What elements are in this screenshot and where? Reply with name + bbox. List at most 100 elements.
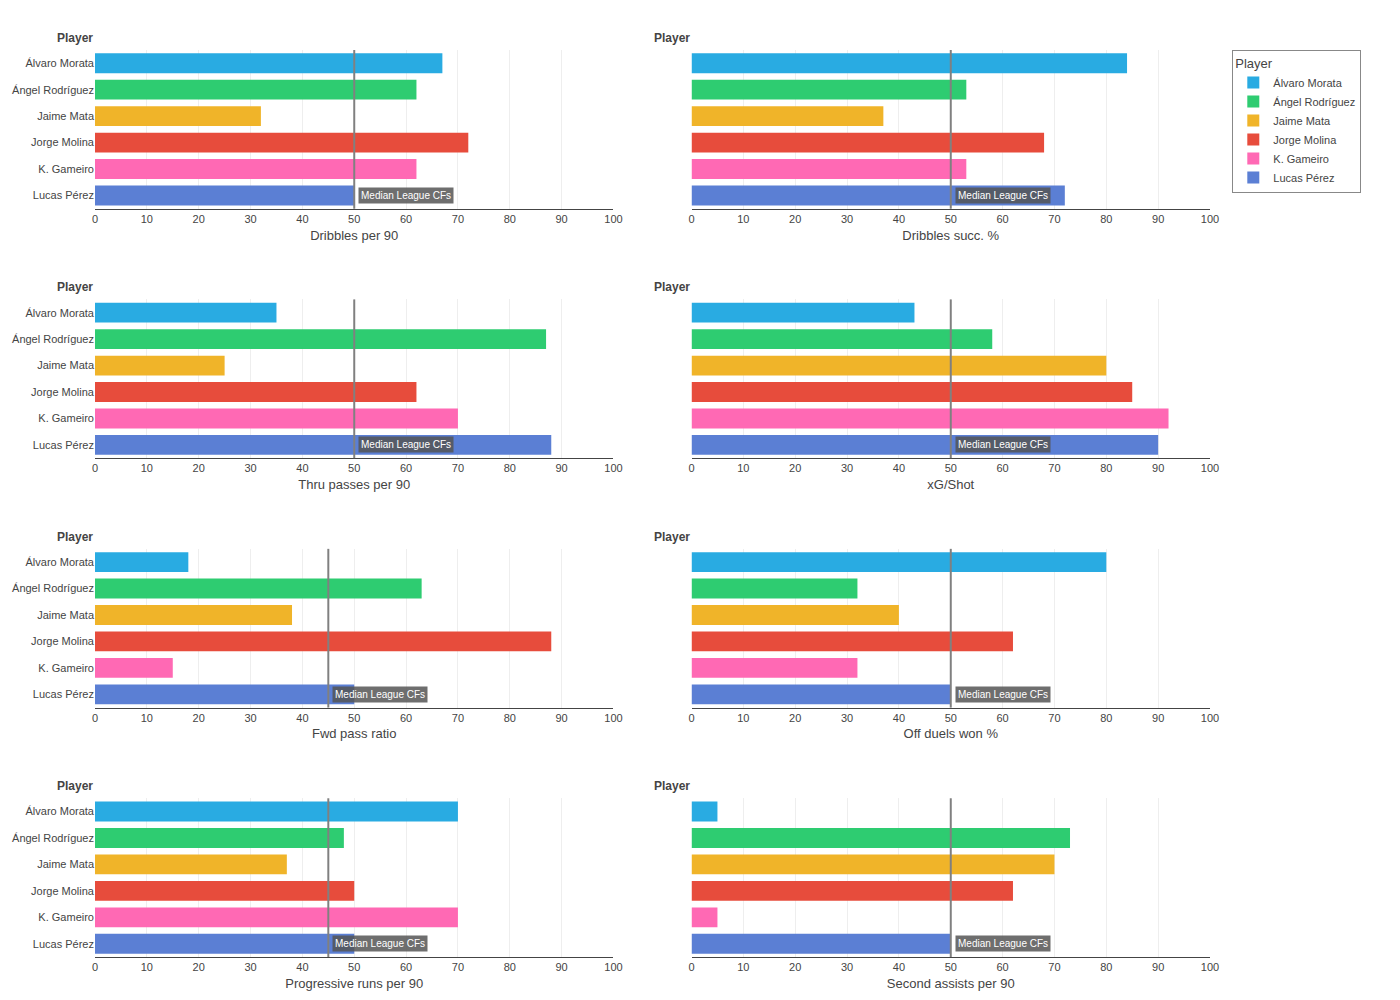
svg-text:10: 10 [141, 961, 153, 973]
svg-text:10: 10 [141, 462, 153, 474]
svg-text:100: 100 [604, 213, 622, 225]
svg-text:Median League CFs: Median League CFs [335, 689, 425, 700]
svg-text:Álvaro Morata: Álvaro Morata [26, 805, 95, 817]
svg-text:50: 50 [348, 961, 360, 973]
svg-text:60: 60 [996, 462, 1008, 474]
svg-text:Jorge Molina: Jorge Molina [31, 885, 95, 897]
svg-text:K. Gameiro: K. Gameiro [38, 911, 94, 923]
svg-text:50: 50 [945, 213, 957, 225]
svg-text:80: 80 [504, 462, 516, 474]
svg-text:60: 60 [400, 213, 412, 225]
svg-text:Dribbles per 90: Dribbles per 90 [310, 228, 398, 243]
svg-text:0: 0 [92, 213, 98, 225]
svg-text:70: 70 [452, 213, 464, 225]
svg-text:K. Gameiro: K. Gameiro [38, 662, 94, 674]
svg-text:Lucas Pérez: Lucas Pérez [1273, 172, 1334, 184]
svg-text:Median League CFs: Median League CFs [958, 689, 1048, 700]
svg-text:Median League CFs: Median League CFs [335, 938, 425, 949]
svg-text:20: 20 [789, 712, 801, 724]
svg-text:80: 80 [504, 961, 516, 973]
svg-text:40: 40 [296, 712, 308, 724]
svg-text:K. Gameiro: K. Gameiro [38, 163, 94, 175]
svg-text:60: 60 [996, 961, 1008, 973]
svg-text:Álvaro Morata: Álvaro Morata [26, 307, 95, 319]
svg-text:90: 90 [556, 462, 568, 474]
svg-text:Player: Player [57, 280, 93, 294]
svg-text:20: 20 [193, 961, 205, 973]
svg-text:90: 90 [1152, 462, 1164, 474]
svg-text:100: 100 [1201, 462, 1219, 474]
svg-text:Median League CFs: Median League CFs [361, 190, 451, 201]
svg-text:Player: Player [57, 31, 93, 45]
svg-text:100: 100 [1201, 712, 1219, 724]
svg-text:Median League CFs: Median League CFs [958, 190, 1048, 201]
svg-text:K. Gameiro: K. Gameiro [38, 412, 94, 424]
svg-text:20: 20 [789, 961, 801, 973]
svg-text:Álvaro Morata: Álvaro Morata [26, 57, 95, 69]
svg-text:20: 20 [193, 712, 205, 724]
svg-text:10: 10 [737, 462, 749, 474]
svg-text:Off duels won %: Off duels won % [904, 726, 999, 741]
svg-text:Lucas Pérez: Lucas Pérez [33, 938, 94, 950]
svg-text:Player: Player [57, 530, 93, 544]
svg-text:90: 90 [556, 961, 568, 973]
svg-text:K. Gameiro: K. Gameiro [1273, 153, 1329, 165]
svg-text:30: 30 [841, 462, 853, 474]
svg-text:90: 90 [556, 712, 568, 724]
svg-text:10: 10 [737, 712, 749, 724]
svg-text:60: 60 [400, 462, 412, 474]
svg-text:Jaime Mata: Jaime Mata [37, 858, 95, 870]
svg-text:0: 0 [92, 462, 98, 474]
svg-text:Dribbles succ. %: Dribbles succ. % [902, 228, 999, 243]
svg-text:Player: Player [654, 530, 690, 544]
svg-text:Player: Player [654, 280, 690, 294]
svg-text:10: 10 [737, 213, 749, 225]
svg-text:Ángel Rodríguez: Ángel Rodríguez [12, 582, 94, 594]
svg-text:30: 30 [244, 213, 256, 225]
svg-text:40: 40 [296, 462, 308, 474]
svg-text:40: 40 [893, 961, 905, 973]
svg-text:50: 50 [348, 712, 360, 724]
svg-text:Player: Player [654, 31, 690, 45]
svg-text:0: 0 [688, 961, 694, 973]
svg-text:Ángel Rodríguez: Ángel Rodríguez [1273, 96, 1355, 108]
svg-text:Ángel Rodríguez: Ángel Rodríguez [12, 84, 94, 96]
svg-text:Jorge Molina: Jorge Molina [31, 386, 95, 398]
svg-text:40: 40 [893, 213, 905, 225]
svg-text:Player: Player [57, 779, 93, 793]
svg-text:100: 100 [1201, 961, 1219, 973]
svg-text:40: 40 [296, 961, 308, 973]
svg-text:30: 30 [244, 961, 256, 973]
svg-text:90: 90 [1152, 712, 1164, 724]
svg-text:Álvaro Morata: Álvaro Morata [1273, 77, 1342, 89]
svg-text:70: 70 [452, 961, 464, 973]
svg-text:Ángel Rodríguez: Ángel Rodríguez [12, 333, 94, 345]
svg-text:60: 60 [996, 213, 1008, 225]
svg-text:Jaime Mata: Jaime Mata [37, 110, 95, 122]
svg-text:100: 100 [604, 462, 622, 474]
svg-text:Second assists per 90: Second assists per 90 [887, 976, 1015, 991]
svg-text:30: 30 [841, 213, 853, 225]
svg-text:0: 0 [688, 213, 694, 225]
svg-text:50: 50 [348, 213, 360, 225]
svg-text:Median League CFs: Median League CFs [361, 439, 451, 450]
svg-text:20: 20 [193, 213, 205, 225]
svg-text:Median League CFs: Median League CFs [958, 938, 1048, 949]
svg-text:Jaime Mata: Jaime Mata [1273, 115, 1331, 127]
svg-text:70: 70 [452, 462, 464, 474]
svg-text:70: 70 [1048, 961, 1060, 973]
svg-text:30: 30 [244, 462, 256, 474]
svg-text:80: 80 [504, 712, 516, 724]
svg-text:20: 20 [193, 462, 205, 474]
svg-text:Player: Player [654, 779, 690, 793]
svg-text:20: 20 [789, 462, 801, 474]
svg-text:Lucas Pérez: Lucas Pérez [33, 439, 94, 451]
svg-text:Lucas Pérez: Lucas Pérez [33, 189, 94, 201]
svg-text:10: 10 [141, 213, 153, 225]
svg-text:Progressive runs per 90: Progressive runs per 90 [285, 976, 423, 991]
svg-text:0: 0 [92, 961, 98, 973]
svg-text:40: 40 [893, 712, 905, 724]
svg-text:Fwd pass ratio: Fwd pass ratio [312, 726, 397, 741]
svg-text:Player: Player [1235, 56, 1273, 71]
svg-text:Median League CFs: Median League CFs [958, 439, 1048, 450]
